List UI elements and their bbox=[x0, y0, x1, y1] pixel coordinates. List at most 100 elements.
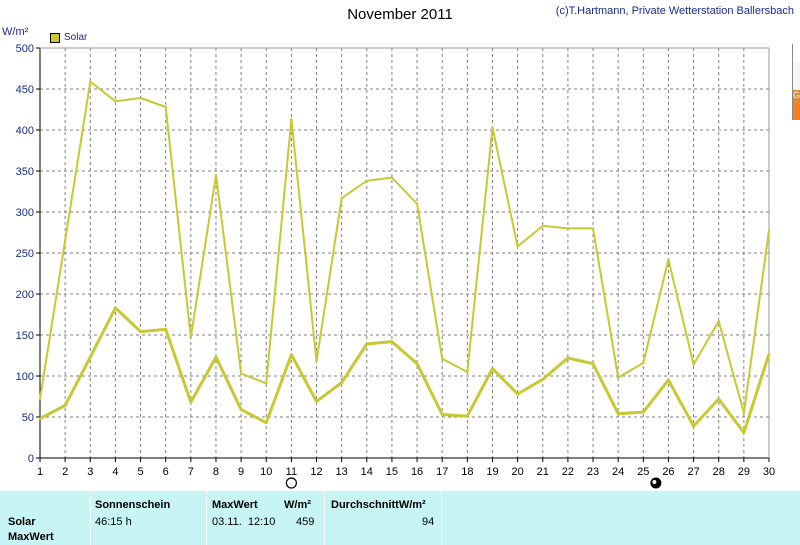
data-point-max bbox=[365, 179, 368, 183]
data-point-average bbox=[742, 431, 746, 434]
full-moon-icon bbox=[285, 477, 297, 489]
x-tick-label: 20 bbox=[511, 466, 523, 478]
data-point-average bbox=[63, 404, 67, 407]
data-point-max bbox=[265, 382, 268, 385]
stats-divider bbox=[441, 491, 442, 545]
data-point-average bbox=[642, 410, 645, 414]
data-point-max bbox=[89, 80, 92, 83]
x-tick-label: 27 bbox=[687, 466, 699, 478]
data-point-max bbox=[63, 239, 67, 242]
data-point-max bbox=[340, 196, 343, 200]
y-tick-label: 150 bbox=[16, 330, 34, 342]
data-point-max bbox=[516, 245, 519, 248]
max-unit: W/m² bbox=[284, 499, 311, 511]
x-tick-label: 11 bbox=[286, 466, 297, 478]
side-tab-orange[interactable]: G bbox=[792, 90, 800, 104]
data-point-max bbox=[466, 370, 469, 374]
data-point-average bbox=[415, 362, 419, 365]
data-point-max bbox=[767, 228, 771, 232]
x-tick-label: 16 bbox=[411, 466, 423, 478]
x-tick-label: 19 bbox=[486, 466, 498, 478]
data-point-max bbox=[441, 357, 444, 360]
data-point-max bbox=[290, 118, 293, 121]
credit-text: (c)T.Hartmann, Private Wetterstation Bal… bbox=[555, 5, 794, 17]
data-point-max bbox=[164, 105, 167, 109]
data-point-max bbox=[491, 126, 494, 129]
average-header: DurchschnittW/m² bbox=[331, 499, 426, 511]
data-point-max bbox=[591, 227, 595, 230]
series-line-max bbox=[39, 80, 770, 414]
data-point-average bbox=[441, 413, 444, 416]
data-point-max bbox=[415, 202, 419, 205]
data-point-average bbox=[340, 381, 343, 384]
data-point-average bbox=[692, 424, 695, 428]
data-point-average bbox=[541, 378, 544, 381]
stats-row-label-solar: Solar bbox=[8, 516, 36, 528]
data-point-average bbox=[466, 414, 469, 418]
sunshine-header: Sonnenschein bbox=[95, 499, 171, 511]
x-tick-label: 4 bbox=[112, 466, 118, 478]
data-point-average bbox=[114, 306, 117, 310]
stats-divider bbox=[324, 491, 325, 545]
x-tick-label: 22 bbox=[562, 466, 574, 478]
stats-row-label-max: MaxWert bbox=[8, 531, 54, 543]
data-point-max bbox=[315, 360, 318, 363]
data-point-average bbox=[214, 355, 218, 359]
data-point-average bbox=[290, 353, 293, 356]
max-header: MaxWert bbox=[212, 499, 258, 511]
sunshine-value: 46:15 h bbox=[95, 516, 132, 528]
y-tick-label: 350 bbox=[16, 166, 34, 178]
data-point-max bbox=[566, 227, 570, 230]
x-tick-label: 8 bbox=[213, 466, 219, 478]
y-tick-label: 250 bbox=[16, 248, 34, 260]
legend-swatch bbox=[50, 32, 60, 43]
x-tick-label: 1 bbox=[37, 466, 43, 478]
data-point-average bbox=[616, 412, 620, 415]
y-tick-label: 500 bbox=[16, 43, 34, 55]
data-point-max bbox=[214, 173, 218, 177]
new-moon-highlight bbox=[652, 480, 657, 484]
data-point-max bbox=[541, 224, 544, 228]
data-point-average bbox=[139, 330, 142, 333]
data-point-average bbox=[767, 352, 771, 356]
x-tick-label: 12 bbox=[310, 466, 322, 478]
stats-divider bbox=[90, 491, 91, 545]
x-tick-label: 21 bbox=[537, 466, 549, 478]
x-tick-label: 25 bbox=[637, 466, 649, 478]
data-point-average bbox=[491, 367, 494, 370]
x-tick-label: 29 bbox=[738, 466, 750, 478]
y-tick-label: 300 bbox=[16, 207, 34, 219]
x-tick-label: 3 bbox=[87, 466, 93, 478]
y-tick-label: 200 bbox=[16, 289, 34, 301]
data-point-average bbox=[516, 392, 519, 396]
y-tick-label: 50 bbox=[22, 412, 34, 424]
data-point-average bbox=[591, 362, 595, 365]
data-point-max bbox=[390, 176, 394, 179]
x-tick-label: 13 bbox=[336, 466, 348, 478]
side-tab-white[interactable] bbox=[792, 44, 800, 62]
y-tick-label: 400 bbox=[16, 125, 34, 137]
x-tick-label: 30 bbox=[763, 466, 775, 478]
data-point-average bbox=[164, 328, 167, 331]
series-line-average bbox=[39, 306, 771, 435]
data-point-average bbox=[315, 400, 318, 403]
x-tick-label: 5 bbox=[137, 466, 143, 478]
x-tick-label: 9 bbox=[238, 466, 244, 478]
x-tick-label: 17 bbox=[436, 466, 448, 478]
legend: Solar bbox=[50, 32, 87, 43]
side-tab-light[interactable] bbox=[792, 62, 800, 90]
y-axis-unit: W/m² bbox=[2, 26, 29, 38]
side-tab-orange-2[interactable] bbox=[792, 104, 800, 120]
side-tabs: G bbox=[792, 44, 800, 120]
x-tick-label: 28 bbox=[713, 466, 725, 478]
data-point-average bbox=[717, 397, 720, 401]
data-point-average bbox=[667, 378, 670, 382]
x-tick-label: 6 bbox=[163, 466, 169, 478]
data-point-max bbox=[38, 397, 42, 401]
x-tick-label: 23 bbox=[587, 466, 599, 478]
data-point-average bbox=[365, 342, 368, 346]
y-tick-label: 450 bbox=[16, 84, 34, 96]
stats-divider bbox=[206, 491, 207, 545]
data-point-average bbox=[566, 356, 570, 360]
